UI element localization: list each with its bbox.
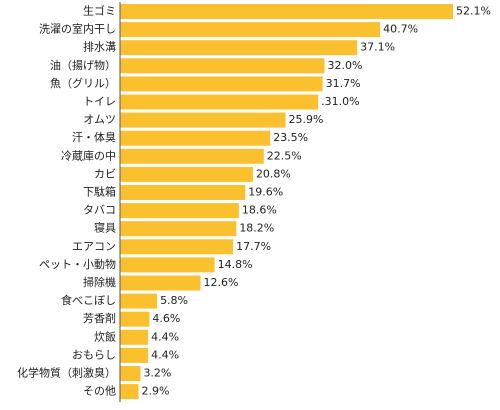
bar-10 xyxy=(120,185,246,200)
category-label: 汗・体臭 xyxy=(72,130,116,144)
value-label: 52.1% xyxy=(456,5,491,18)
bar-2 xyxy=(120,40,358,56)
value-label: 18.6% xyxy=(242,204,277,217)
category-label: 魚（グリル） xyxy=(50,76,116,90)
category-label: 洗濯の室内干し xyxy=(39,22,116,36)
value-label: 32.0% xyxy=(328,59,363,72)
value-label: 3.2% xyxy=(143,367,171,380)
value-label: 12.6% xyxy=(204,276,239,289)
value-label: 2.9% xyxy=(142,385,170,398)
bar-14 xyxy=(120,257,215,273)
category-label: ペット・小動物 xyxy=(39,257,116,271)
bar-12 xyxy=(120,221,237,237)
value-label: 14.8% xyxy=(218,258,253,271)
value-label: 20.8% xyxy=(256,167,291,180)
category-label: 炊飯 xyxy=(94,329,116,343)
category-label: 下駄箱 xyxy=(83,185,116,199)
bar-7 xyxy=(120,130,271,146)
category-label: エアコン xyxy=(72,240,116,253)
category-label: 生ゴミ xyxy=(83,4,116,18)
bar-13 xyxy=(120,239,234,255)
category-label: 冷蔵庫の中 xyxy=(61,148,116,162)
bar-16 xyxy=(120,293,158,309)
category-label: 芳香剤 xyxy=(83,311,116,325)
category-label: 排水溝 xyxy=(83,40,116,54)
value-label: 4.6% xyxy=(152,312,180,325)
category-label: カビ xyxy=(94,167,116,180)
bar-1 xyxy=(120,22,381,38)
value-label: 40.7% xyxy=(383,23,418,36)
bar-5 xyxy=(120,94,319,110)
category-label: トイレ xyxy=(83,95,116,108)
bar-6 xyxy=(120,112,286,128)
bar-0 xyxy=(120,4,453,19)
category-label: おもらし xyxy=(72,348,116,361)
bar-4 xyxy=(120,76,323,92)
bar-15 xyxy=(120,275,201,291)
category-label: 寝具 xyxy=(94,221,116,235)
value-label: 25.9% xyxy=(289,113,324,126)
value-label: .31.0% xyxy=(321,95,359,108)
value-label: 4.4% xyxy=(151,348,179,361)
bar-9 xyxy=(120,166,253,182)
bar-18 xyxy=(120,329,149,345)
value-label: 22.5% xyxy=(267,149,302,162)
category-label: その他 xyxy=(83,385,116,398)
bar-8 xyxy=(120,148,264,164)
category-label: 化学物質（刺激臭） xyxy=(17,366,116,380)
bar-19 xyxy=(120,347,149,363)
category-label: 食べこぼし xyxy=(61,293,116,307)
value-label: 18.2% xyxy=(239,222,274,235)
bar-17 xyxy=(120,311,150,327)
value-label: 4.4% xyxy=(151,330,179,343)
bar-20 xyxy=(120,366,141,381)
value-label: 5.8% xyxy=(160,294,188,307)
category-label: 掃除機 xyxy=(83,275,116,289)
bar-11 xyxy=(120,203,239,219)
bar-3 xyxy=(120,58,325,74)
bar-21 xyxy=(120,384,139,400)
value-label: 17.7% xyxy=(236,240,271,253)
bars xyxy=(120,4,453,400)
value-label: 23.5% xyxy=(273,131,308,144)
category-label: 油（揚げ物） xyxy=(50,58,116,72)
value-label: 31.7% xyxy=(326,77,361,90)
category-label: オムツ xyxy=(83,113,116,126)
value-label: 19.6% xyxy=(248,186,283,199)
value-labels: 52.1% 40.7% 37.1% 32.0% 31.7% .31.0% 25.9% 23.5… xyxy=(142,5,491,398)
category-label: タバコ xyxy=(83,204,116,217)
value-label: 37.1% xyxy=(360,41,395,54)
